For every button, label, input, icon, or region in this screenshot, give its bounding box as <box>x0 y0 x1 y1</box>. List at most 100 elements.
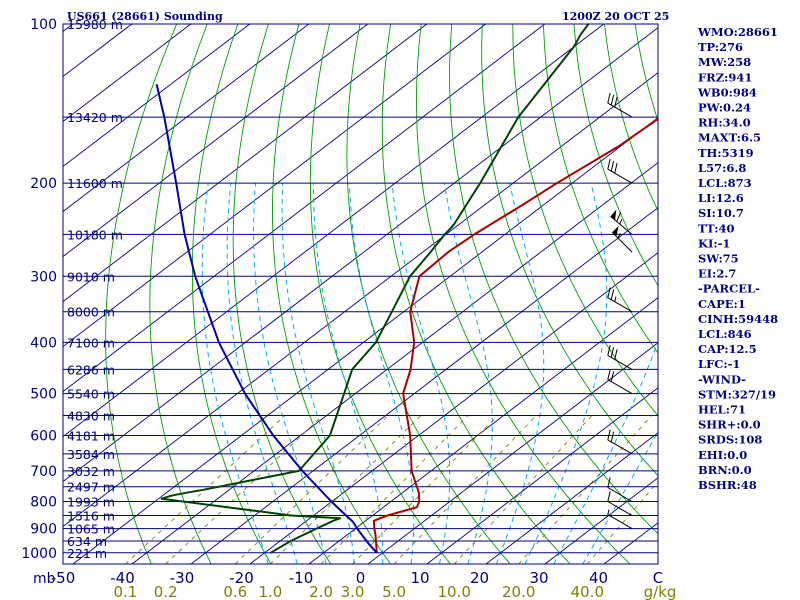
height-label: 6286 m <box>67 362 115 377</box>
wind-barb-feather <box>610 94 615 106</box>
isotherm-line <box>131 162 658 564</box>
temperature-tick-label: -30 <box>170 569 195 587</box>
wind-barb-feather <box>607 92 611 104</box>
pressure-tick-label: 200 <box>30 176 57 192</box>
moist-adiabat-line <box>201 183 269 564</box>
stat-line: RH:34.0 <box>698 116 751 130</box>
temperature-tick-label: -10 <box>289 569 314 587</box>
dry-adiabat-line <box>232 24 332 564</box>
dry-adiabat-line <box>191 24 272 564</box>
moist-adiabat-line <box>281 183 355 564</box>
height-label: 634 m <box>67 534 107 549</box>
stat-line: CAPE:1 <box>698 297 746 311</box>
stat-line: SW:75 <box>698 252 739 266</box>
stat-line: STM:327/19 <box>698 387 776 401</box>
mixing-ratio-tick-label: 20.0 <box>502 583 535 600</box>
wind-barb-feather <box>607 287 611 298</box>
isotherm-line <box>63 72 658 528</box>
wind-barb-half-feather <box>614 296 617 302</box>
mixing-ratio-tick-label: 10.0 <box>437 583 470 600</box>
wind-barb <box>607 345 633 370</box>
wind-barb <box>607 509 633 530</box>
mixing-ratio-tick-label: 0.1 <box>113 583 137 600</box>
dry-adiabat-line <box>512 24 658 417</box>
station-title: US661 (28661) Sounding <box>67 10 223 23</box>
wind-barb-shaft <box>607 297 633 313</box>
wind-barb-feather <box>614 162 618 174</box>
wind-barb-shaft <box>607 501 633 516</box>
mixing-ratio-tick-label: g/kg <box>644 583 677 600</box>
height-label: 10180 m <box>67 227 123 242</box>
mixing-ratio-tick-label: 3.0 <box>341 583 365 600</box>
wind-barb-shaft <box>607 354 633 370</box>
stat-line: LCL:873 <box>698 176 752 190</box>
dry-adiabat-line <box>481 24 658 477</box>
moist-adiabat-line <box>253 183 327 564</box>
isotherm-line <box>190 207 658 564</box>
stat-line: HEL:71 <box>698 403 746 417</box>
stat-line: -PARCEL- <box>698 282 760 296</box>
wind-barb-feather <box>610 371 615 382</box>
wind-barb <box>607 369 633 395</box>
wind-barb <box>607 477 633 502</box>
stat-line: BSHR:48 <box>698 478 757 492</box>
stat-line: L57:6.8 <box>698 161 746 175</box>
mixing-ratio-tick-label: 2.0 <box>309 583 333 600</box>
stat-line: MW:258 <box>698 55 751 69</box>
wind-barb-shaft <box>607 514 633 530</box>
isotherm-line <box>308 297 658 564</box>
height-label: 1065 m <box>67 522 115 537</box>
dry-adiabat-line <box>272 24 391 564</box>
temperature-tick-label: 10 <box>410 569 429 587</box>
dry-adiabat-line <box>105 24 178 564</box>
mixing-ratio-tick-label: 0.6 <box>223 583 247 600</box>
pressure-unit-label: mb <box>33 571 56 587</box>
dry-adiabat-line <box>542 24 658 354</box>
stat-line: TH:5319 <box>698 146 754 160</box>
mixing-ratio-line <box>320 415 469 564</box>
stat-line: FRZ:941 <box>698 70 752 84</box>
isotherm-line <box>63 24 192 123</box>
wind-barb-feather <box>607 491 611 502</box>
mixing-ratio-tick-label: 0.2 <box>154 583 178 600</box>
isotherm-line <box>249 252 658 564</box>
mixing-ratio-line <box>518 415 652 564</box>
wind-barb-feather <box>616 211 622 222</box>
wind-barbs <box>607 92 633 530</box>
pressure-tick-label: 800 <box>30 495 57 511</box>
dewpoint-line <box>160 24 590 554</box>
temperature-tick-label: 0 <box>356 569 366 587</box>
wind-barb-feather <box>610 160 615 172</box>
wind-barb <box>607 287 633 313</box>
plot-frame <box>62 23 659 565</box>
isotherm-line <box>63 24 310 213</box>
wind-barb-feather <box>614 349 618 360</box>
stat-line: SRDS:108 <box>698 433 762 447</box>
height-label: 2497 m <box>67 480 115 495</box>
height-label: 9010 m <box>67 269 115 284</box>
wind-barb-feather <box>607 429 611 441</box>
moist-adiabat-line <box>391 183 451 564</box>
wind-barb-shaft <box>607 439 633 455</box>
stat-line: BRN:0.0 <box>698 463 752 477</box>
wind-barb <box>607 491 633 516</box>
mixing-ratio-tick-label: 1.0 <box>258 583 282 600</box>
wind-barb-feather <box>607 477 611 488</box>
height-label: 5540 m <box>67 387 115 402</box>
stat-line: SHR+:0.0 <box>698 418 761 432</box>
stat-line: CAP:12.5 <box>698 342 757 356</box>
wind-barb <box>607 158 633 184</box>
stat-line: MAXT:6.5 <box>698 131 761 145</box>
wind-barb-feather <box>610 289 615 300</box>
pressure-tick-label: 500 <box>30 387 57 403</box>
isotherm-line <box>63 24 546 393</box>
isotherm-line <box>426 387 658 564</box>
height-label: 1993 m <box>67 495 115 510</box>
moist-adiabat-line <box>443 183 493 564</box>
time-title: 1200Z 20 OCT 25 <box>562 10 669 23</box>
temperature-tick-label: C <box>653 569 663 587</box>
sounding-profiles <box>155 24 658 554</box>
temperature-tick-label: -20 <box>229 569 254 587</box>
wind-barb-half-feather <box>617 233 621 239</box>
